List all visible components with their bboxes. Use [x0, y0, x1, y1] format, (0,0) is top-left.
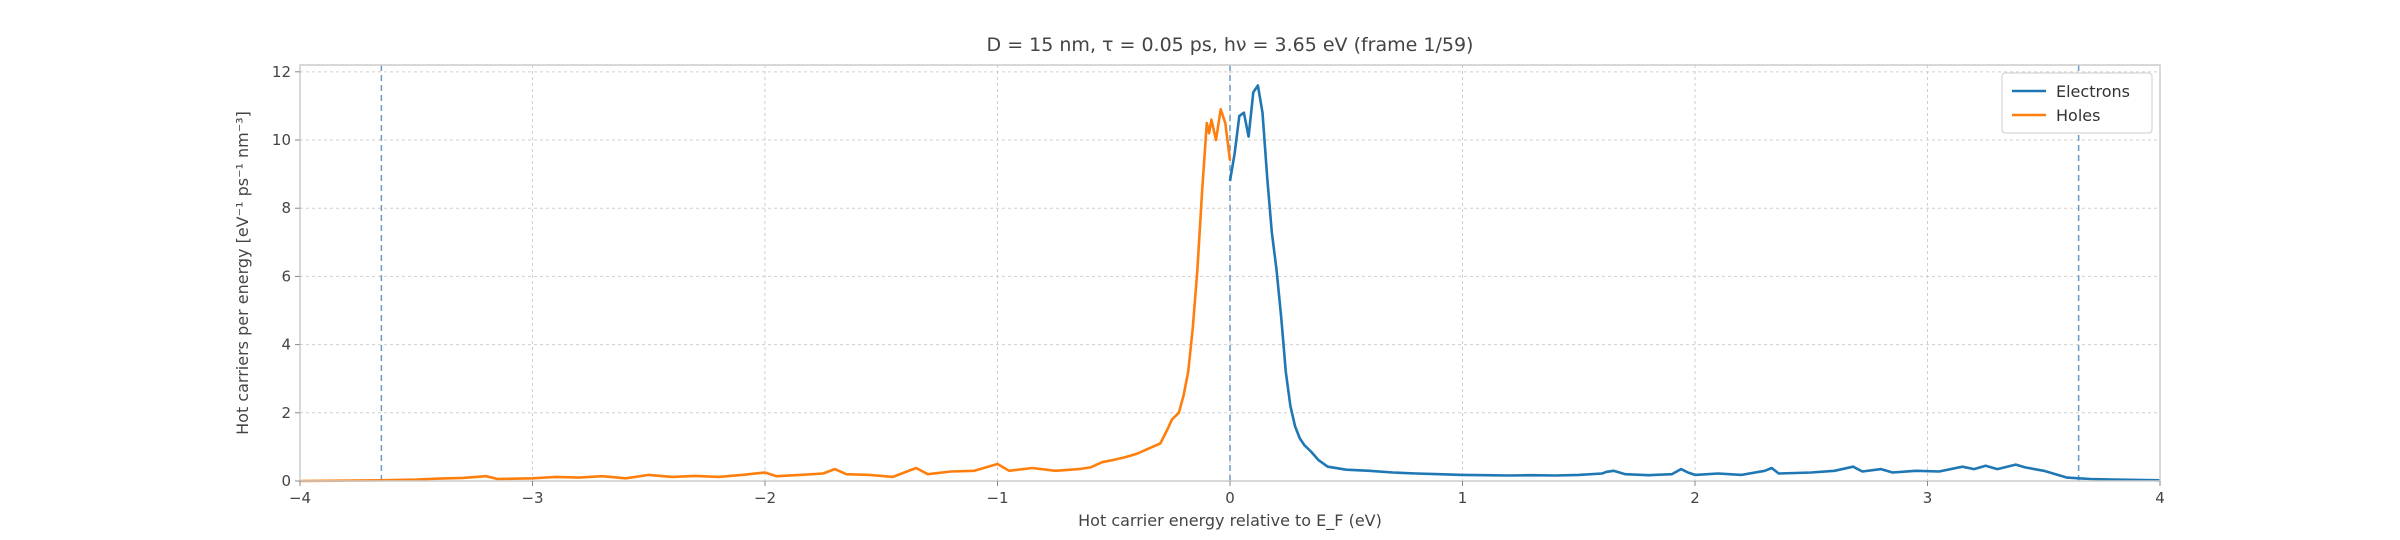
y-tick-label: 8 [281, 199, 291, 217]
y-axis-label: Hot carriers per energy [eV⁻¹ ps⁻¹ nm⁻³] [233, 111, 252, 435]
series-group [299, 84, 2161, 483]
x-axis-ticks: −4 −3 −2 −1 0 1 2 3 4 [289, 481, 2165, 507]
y-axis-ticks: 0 2 4 6 8 10 12 [272, 63, 300, 490]
y-tick-label: 6 [281, 267, 291, 285]
x-axis-label: Hot carrier energy relative to E_F (eV) [1078, 511, 1382, 531]
legend: Electrons Holes [2001, 72, 2153, 134]
x-tick-label: −3 [521, 489, 543, 507]
legend-label-electrons: Electrons [2056, 82, 2130, 101]
x-tick-label: 1 [1458, 489, 1468, 507]
x-tick-label: −1 [986, 489, 1008, 507]
x-tick-label: −2 [754, 489, 776, 507]
x-tick-label: 0 [1225, 489, 1235, 507]
series-line-electrons [1228, 84, 2161, 482]
x-tick-label: 3 [1923, 489, 1933, 507]
x-tick-label: 2 [1690, 489, 1700, 507]
x-tick-label: 4 [2155, 489, 2165, 507]
x-tick-label: −4 [289, 489, 311, 507]
y-tick-label: 12 [272, 63, 291, 81]
y-tick-label: 4 [281, 336, 291, 354]
y-tick-label: 10 [272, 131, 291, 149]
legend-box [2001, 72, 2153, 134]
y-tick-label: 2 [281, 404, 291, 422]
y-tick-label: 0 [281, 472, 291, 490]
legend-label-holes: Holes [2056, 106, 2100, 125]
series-line-holes [299, 108, 1232, 483]
chart-title: D = 15 nm, τ = 0.05 ps, hν = 3.65 eV (fr… [987, 34, 1474, 56]
